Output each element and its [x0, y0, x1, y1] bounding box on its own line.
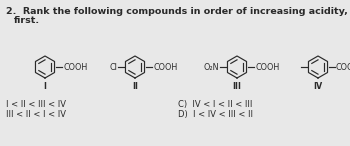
Text: IV: IV — [313, 82, 323, 91]
Text: C)  IV < I < II < III: C) IV < I < II < III — [178, 100, 252, 109]
Text: III: III — [232, 82, 241, 91]
Text: COOH: COOH — [153, 62, 177, 72]
Text: first.: first. — [14, 16, 40, 25]
Text: D)  I < IV < III < II: D) I < IV < III < II — [178, 110, 253, 119]
Text: 2.  Rank the following compounds in order of increasing acidity, putting the lea: 2. Rank the following compounds in order… — [6, 7, 350, 16]
Text: COOH: COOH — [255, 62, 279, 72]
Text: COOH: COOH — [63, 62, 87, 72]
Text: Cl: Cl — [109, 62, 117, 72]
Text: I < II < III < IV: I < II < III < IV — [6, 100, 66, 109]
Text: I: I — [43, 82, 47, 91]
Text: COOH: COOH — [336, 62, 350, 72]
Text: II: II — [132, 82, 138, 91]
Text: O₂N: O₂N — [203, 62, 219, 72]
Text: III < II < I < IV: III < II < I < IV — [6, 110, 66, 119]
